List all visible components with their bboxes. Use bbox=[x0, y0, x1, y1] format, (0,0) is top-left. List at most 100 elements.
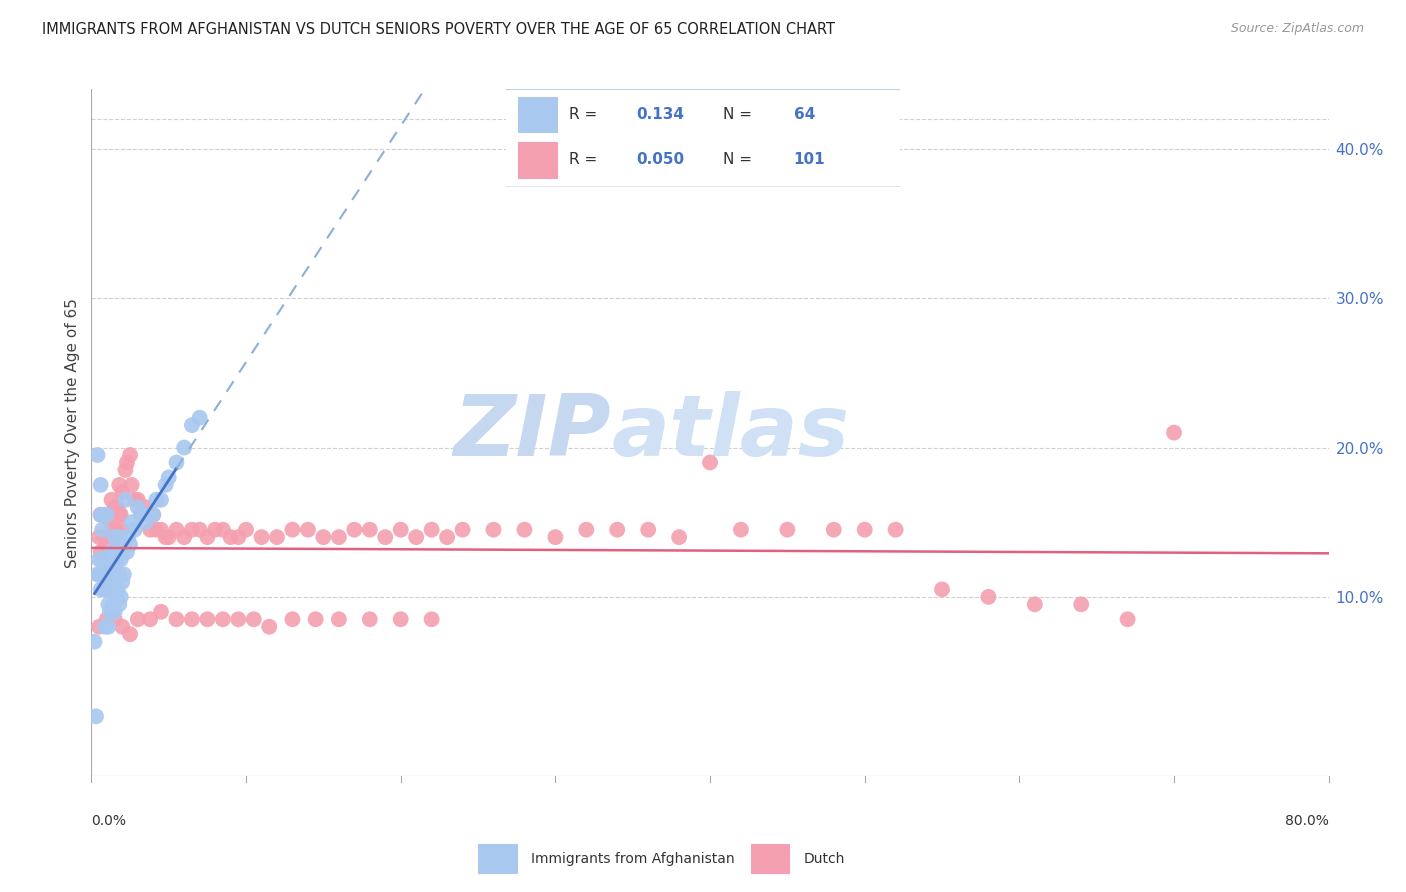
Point bbox=[668, 530, 690, 544]
Point bbox=[823, 523, 845, 537]
Point bbox=[84, 709, 107, 723]
Point bbox=[157, 530, 180, 544]
Point bbox=[104, 530, 127, 544]
Point bbox=[139, 612, 162, 626]
Text: 0.050: 0.050 bbox=[636, 153, 685, 168]
Point bbox=[121, 515, 143, 529]
Point bbox=[150, 523, 172, 537]
Point bbox=[91, 567, 114, 582]
Point bbox=[135, 515, 157, 529]
Point bbox=[111, 574, 134, 589]
Bar bbox=[478, 844, 516, 873]
Point bbox=[389, 523, 412, 537]
Point bbox=[166, 523, 188, 537]
Point bbox=[114, 463, 136, 477]
Point bbox=[107, 582, 129, 597]
Point bbox=[145, 523, 167, 537]
Point bbox=[150, 605, 172, 619]
Point bbox=[139, 508, 162, 522]
Text: atlas: atlas bbox=[612, 391, 849, 475]
Point bbox=[195, 612, 219, 626]
Point bbox=[111, 545, 134, 559]
Point bbox=[513, 523, 536, 537]
Point bbox=[83, 634, 105, 648]
Point bbox=[108, 567, 131, 582]
Point bbox=[104, 612, 127, 626]
Point bbox=[328, 530, 350, 544]
Point bbox=[127, 500, 149, 515]
Bar bbox=[751, 844, 789, 873]
Point bbox=[104, 500, 127, 515]
Text: Dutch: Dutch bbox=[803, 852, 845, 865]
Point bbox=[606, 523, 628, 537]
Point bbox=[108, 508, 131, 522]
Point bbox=[776, 523, 799, 537]
Point bbox=[204, 523, 226, 537]
Text: Immigrants from Afghanistan: Immigrants from Afghanistan bbox=[531, 852, 734, 865]
Point bbox=[195, 530, 219, 544]
Point bbox=[259, 620, 281, 634]
Point bbox=[120, 448, 141, 462]
Text: R =: R = bbox=[569, 153, 602, 168]
Point bbox=[117, 530, 139, 544]
Point bbox=[87, 567, 111, 582]
Point bbox=[155, 478, 177, 492]
Point bbox=[575, 523, 598, 537]
Point bbox=[124, 523, 146, 537]
Point bbox=[90, 478, 112, 492]
Point bbox=[101, 545, 124, 559]
Point bbox=[127, 612, 149, 626]
Point bbox=[93, 582, 115, 597]
Point bbox=[157, 470, 180, 484]
Point bbox=[104, 605, 127, 619]
Point bbox=[135, 500, 157, 515]
Point bbox=[100, 545, 122, 559]
Point bbox=[115, 545, 138, 559]
Point bbox=[94, 582, 117, 597]
Point bbox=[91, 552, 114, 566]
Point bbox=[98, 552, 121, 566]
Point bbox=[111, 485, 134, 500]
Point bbox=[93, 508, 115, 522]
Point bbox=[93, 552, 115, 566]
Point bbox=[90, 545, 112, 559]
Point bbox=[211, 523, 233, 537]
Point bbox=[87, 530, 111, 544]
Point bbox=[188, 523, 211, 537]
Point bbox=[91, 523, 114, 537]
Point bbox=[374, 530, 396, 544]
Point bbox=[90, 582, 112, 597]
Text: ZIP: ZIP bbox=[453, 391, 612, 475]
Text: 80.0%: 80.0% bbox=[1285, 814, 1329, 828]
Point bbox=[94, 574, 117, 589]
Point bbox=[389, 612, 412, 626]
Point bbox=[97, 508, 120, 522]
Point bbox=[100, 567, 122, 582]
Point bbox=[86, 567, 108, 582]
Point bbox=[235, 523, 257, 537]
Point bbox=[482, 523, 505, 537]
Point bbox=[420, 612, 443, 626]
Point bbox=[359, 612, 381, 626]
Point bbox=[853, 523, 876, 537]
Point bbox=[173, 441, 195, 455]
Text: R =: R = bbox=[569, 107, 602, 121]
Point bbox=[155, 530, 177, 544]
Point bbox=[544, 530, 567, 544]
Point bbox=[142, 508, 165, 522]
Point bbox=[120, 627, 141, 641]
Point bbox=[142, 508, 165, 522]
Point bbox=[343, 523, 366, 537]
Point bbox=[219, 530, 242, 544]
Point bbox=[451, 523, 474, 537]
Point bbox=[100, 492, 122, 507]
Point bbox=[129, 508, 152, 522]
Point bbox=[96, 538, 118, 552]
Point bbox=[188, 410, 211, 425]
Point bbox=[127, 492, 149, 507]
Point bbox=[228, 530, 250, 544]
Point bbox=[98, 605, 121, 619]
Point bbox=[105, 523, 128, 537]
Point bbox=[1024, 598, 1046, 612]
Point bbox=[108, 530, 131, 544]
